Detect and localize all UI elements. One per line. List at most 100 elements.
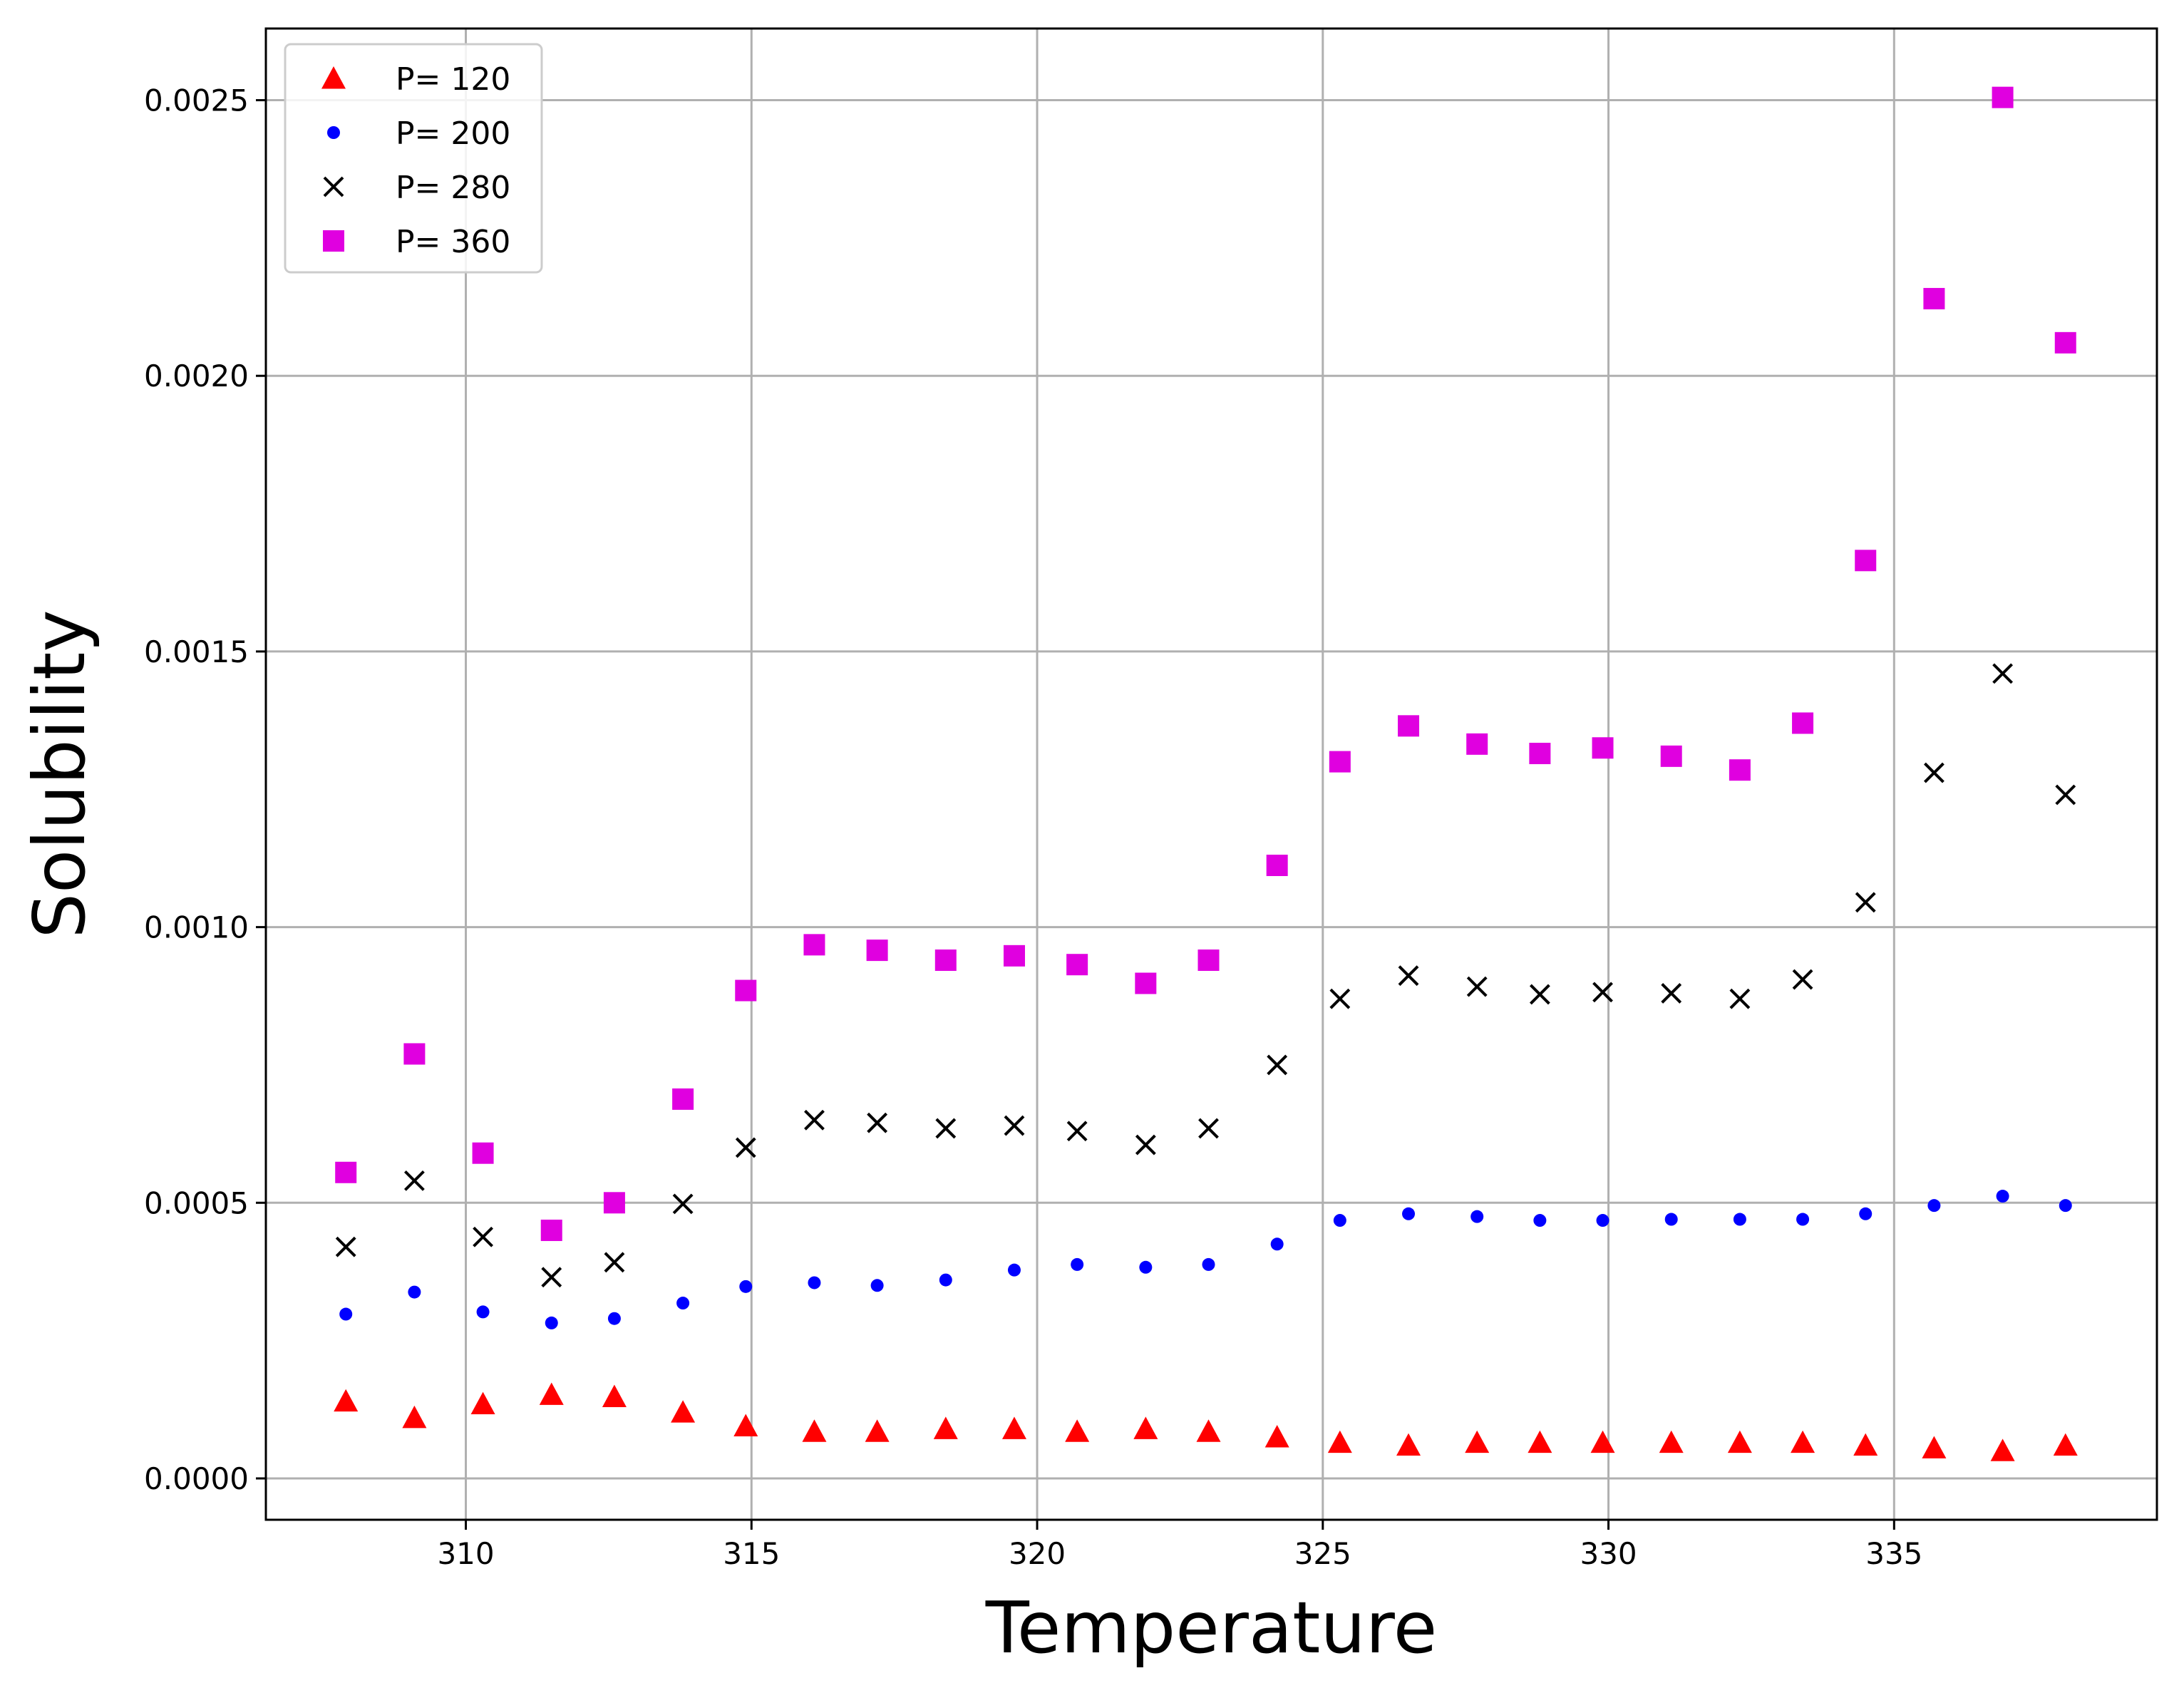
data-point: [334, 1389, 359, 1412]
data-point: [735, 1137, 756, 1158]
data-point: [1264, 1424, 1289, 1448]
data-point: [1659, 1430, 1684, 1453]
data-point: [1992, 663, 2014, 684]
data-point: [1923, 287, 1945, 309]
data-point: [935, 1118, 957, 1139]
data-point: [1855, 550, 1877, 572]
data-point: [1202, 1257, 1215, 1271]
data-point: [541, 1267, 562, 1288]
data-point: [1066, 1121, 1088, 1142]
data-point: [539, 1382, 564, 1405]
data-point: [808, 1276, 821, 1290]
data-point: [939, 1273, 952, 1287]
x-tick-label: 325: [1294, 1536, 1351, 1571]
data-point: [1592, 737, 1614, 759]
data-point: [804, 1109, 825, 1131]
x-tick-label: 310: [437, 1536, 494, 1571]
legend-label: P= 120: [396, 61, 510, 98]
data-point: [607, 1312, 621, 1325]
data-point: [1923, 762, 1945, 783]
data-point: [472, 1142, 494, 1164]
data-point: [1004, 1115, 1025, 1136]
data-point: [1071, 1257, 1084, 1271]
data-point: [602, 1384, 627, 1407]
data-point: [1661, 983, 1682, 1004]
data-point: [1196, 1419, 1221, 1442]
data-point: [603, 1192, 625, 1214]
data-point: [865, 1419, 890, 1442]
series-triangle: [334, 1382, 2078, 1461]
data-point: [672, 1193, 694, 1215]
data-point: [1729, 988, 1751, 1009]
data-point: [2059, 1199, 2072, 1213]
data-point: [1003, 945, 1025, 967]
data-point: [1466, 733, 1488, 755]
data-point: [671, 1400, 696, 1423]
data-point: [1333, 1214, 1346, 1227]
data-point: [1796, 1213, 1810, 1226]
data-point: [545, 1316, 558, 1329]
data-point: [1853, 1433, 1878, 1456]
data-point: [335, 1161, 357, 1183]
data-point: [1197, 949, 1220, 972]
data-point: [1733, 1213, 1746, 1226]
data-point: [1466, 976, 1488, 997]
y-tick-label: 0.0000: [144, 1461, 249, 1496]
data-points: [334, 86, 2078, 1461]
data-point: [403, 1043, 426, 1065]
data-point: [1664, 1213, 1678, 1226]
data-point: [1198, 1118, 1219, 1139]
data-point: [1267, 1054, 1288, 1076]
legend-marker: [323, 176, 344, 197]
series-x: [335, 663, 2076, 1288]
data-point: [1465, 1430, 1490, 1453]
y-tick-label: 0.0020: [144, 359, 249, 393]
data-point: [1398, 965, 1419, 987]
data-point: [2053, 1433, 2078, 1456]
data-point: [1727, 1430, 1752, 1453]
data-point: [470, 1391, 495, 1415]
data-point: [1065, 1419, 1090, 1442]
data-point: [339, 1307, 353, 1321]
plot-frame: [264, 27, 2158, 1521]
data-point: [866, 940, 888, 962]
data-point: [1398, 715, 1420, 737]
data-point: [1329, 751, 1351, 773]
data-point: [402, 1405, 427, 1429]
series-circle: [339, 1190, 2072, 1329]
legend-marker: [323, 230, 344, 252]
data-point: [802, 1419, 827, 1442]
data-point: [1792, 712, 1814, 734]
data-point: [1528, 1430, 1552, 1453]
x-tick-label: 335: [1865, 1536, 1922, 1571]
data-point: [1266, 854, 1288, 876]
x-axis-title: Temperature: [985, 1586, 1437, 1669]
axis-ticks: 310 315 320 325 330 335 0.0000 0.0005 0.0010 0.00…: [144, 83, 1922, 1571]
legend-marker: [327, 126, 340, 139]
legend-label: P= 280: [396, 170, 510, 206]
data-point: [1470, 1210, 1484, 1223]
data-point: [1922, 1436, 1947, 1458]
legend: P= 120 P= 200 P= 280 P= 360: [284, 43, 543, 274]
data-point: [803, 934, 825, 956]
data-point: [1529, 742, 1551, 764]
data-point: [870, 1279, 884, 1292]
x-tick-label: 320: [1009, 1536, 1066, 1571]
legend-label: P= 200: [396, 115, 510, 152]
legend-marker: [321, 66, 346, 89]
y-axis-title: Solubility: [18, 609, 101, 938]
data-point: [1135, 1134, 1156, 1156]
data-point: [1327, 1430, 1352, 1453]
data-point: [1992, 86, 2014, 108]
y-tick-label: 0.0015: [144, 634, 249, 669]
data-point: [676, 1297, 690, 1310]
data-point: [335, 1236, 356, 1257]
data-point: [1996, 1190, 2009, 1203]
data-point: [735, 979, 757, 1002]
data-point: [739, 1280, 753, 1293]
data-point: [933, 1416, 958, 1439]
data-point: [867, 1112, 888, 1133]
data-point: [1066, 954, 1088, 976]
data-point: [1729, 759, 1751, 781]
data-point: [1402, 1207, 1416, 1220]
